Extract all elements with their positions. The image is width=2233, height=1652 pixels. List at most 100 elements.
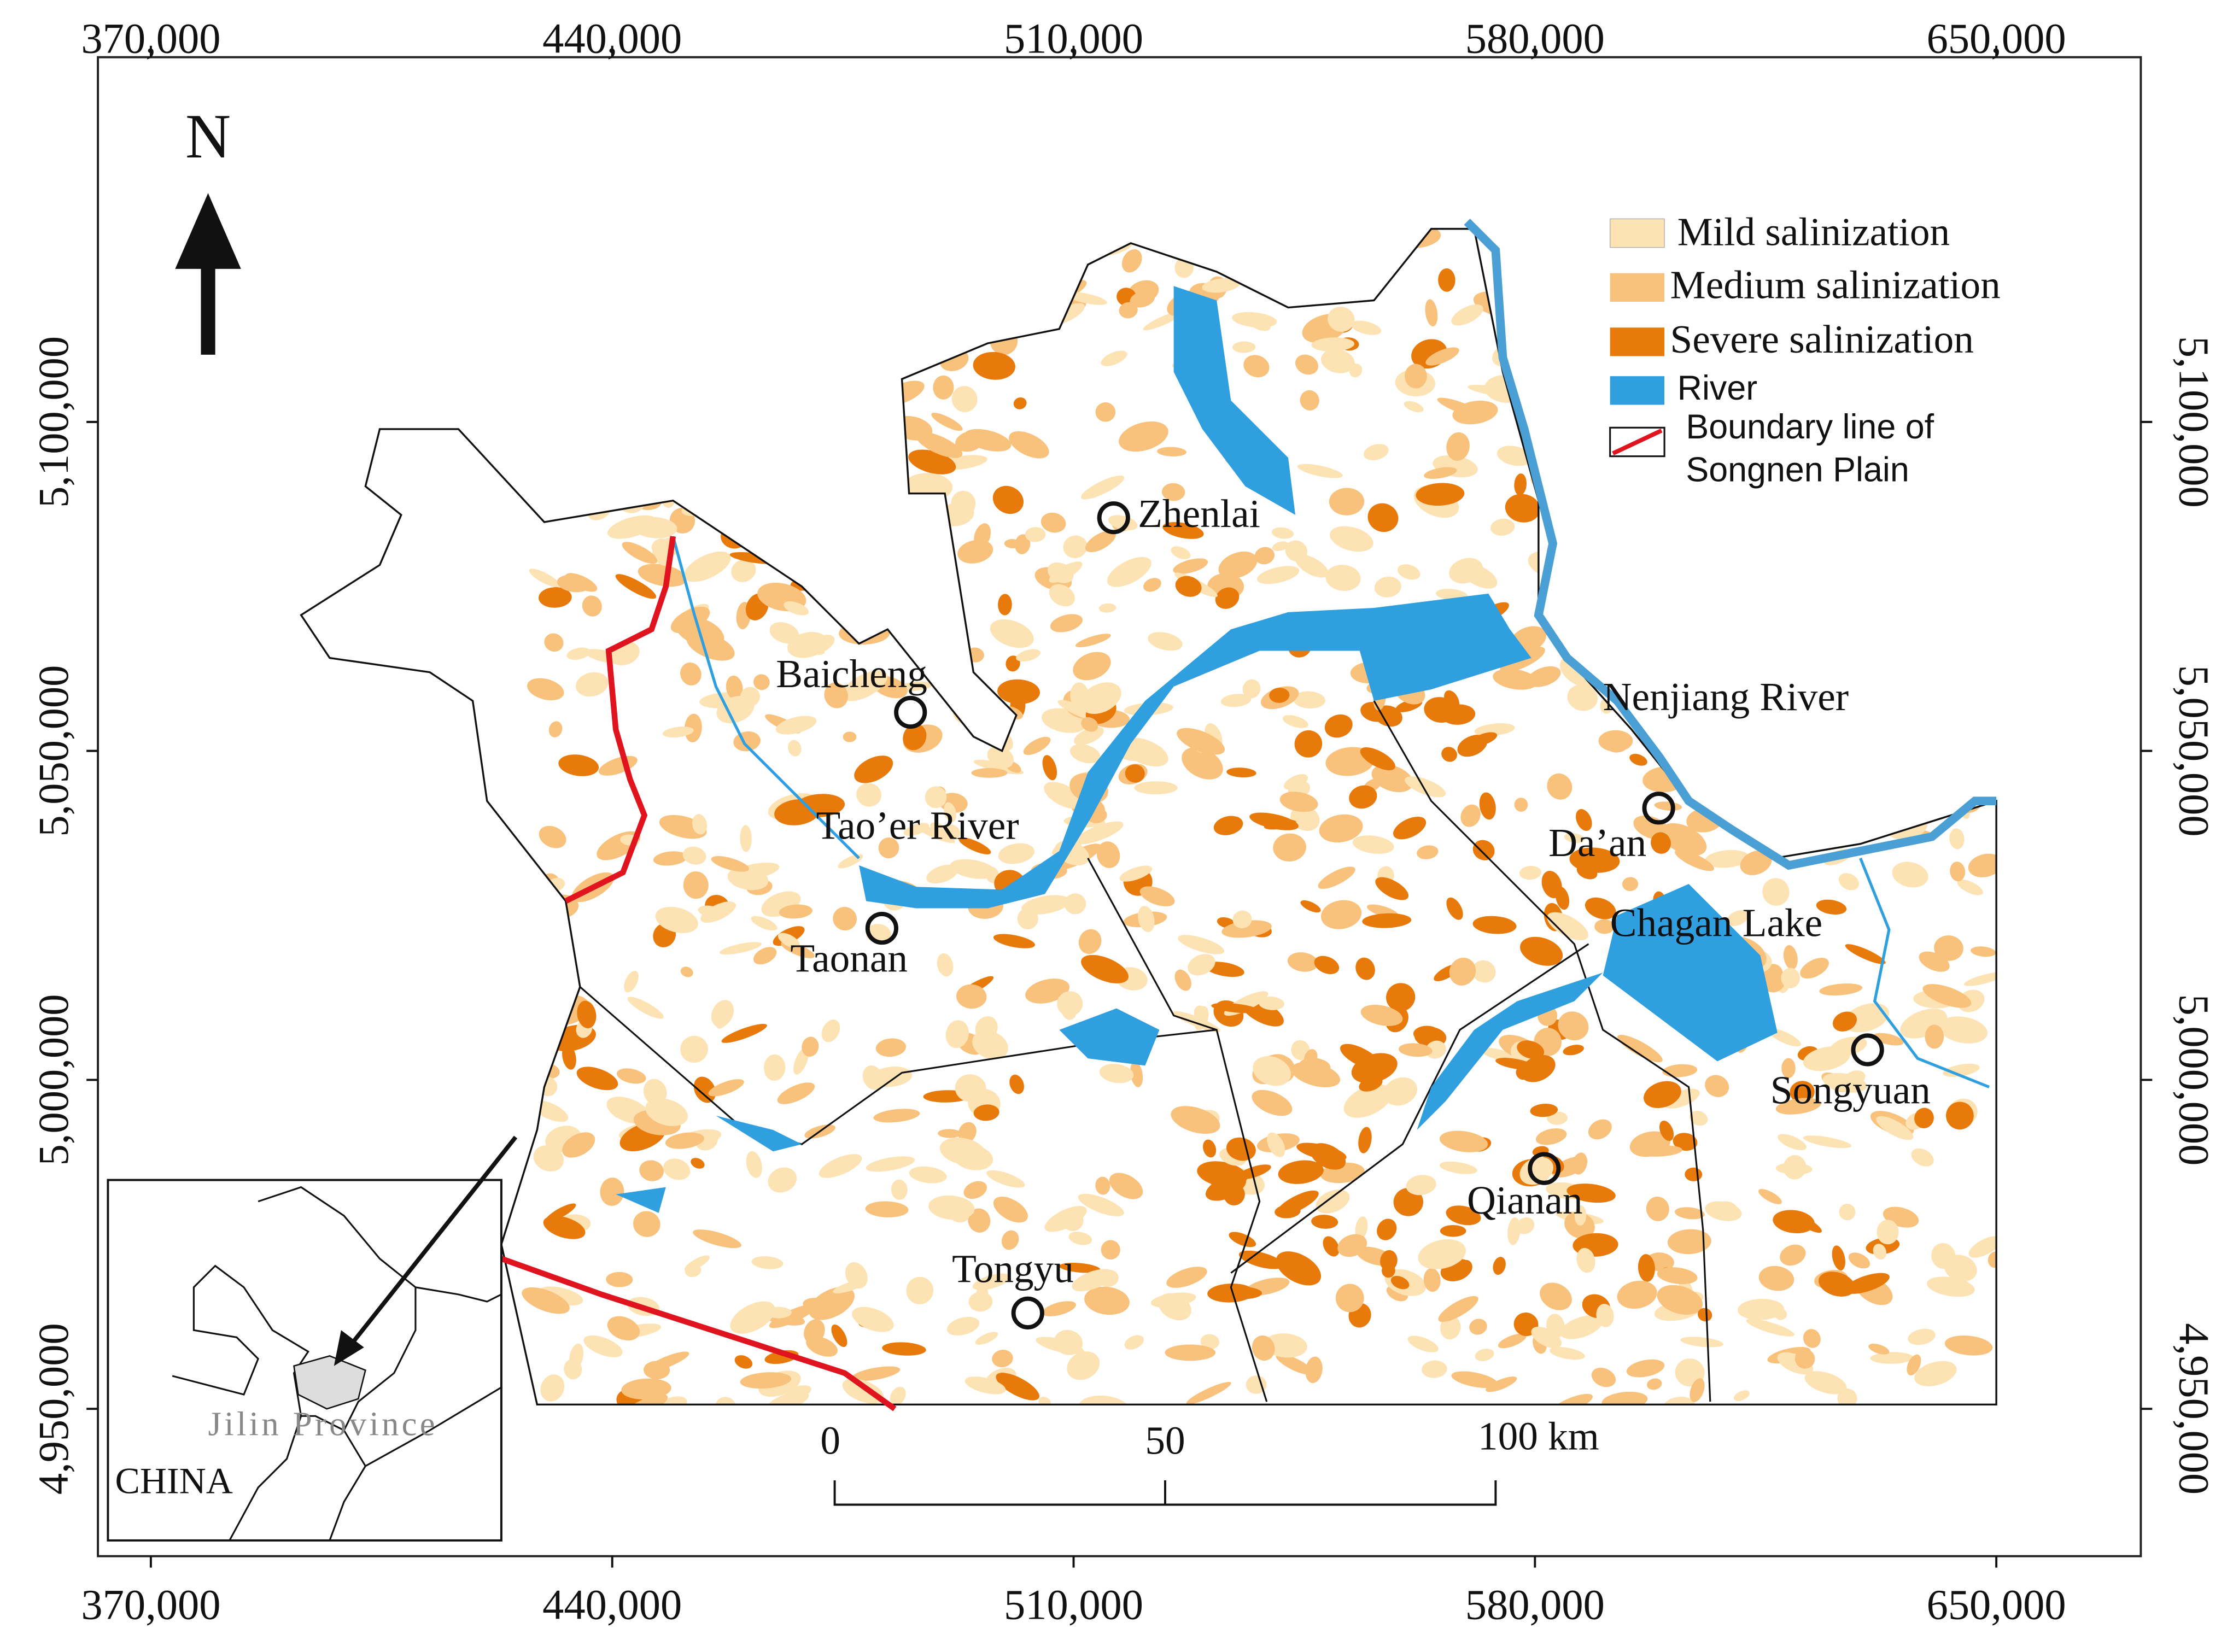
salinization-patch <box>624 1394 668 1405</box>
salinization-patch <box>1232 312 1277 328</box>
salinization-patch <box>1705 850 1750 868</box>
salinization-patch <box>1273 833 1306 862</box>
salinization-patch <box>1404 401 1424 413</box>
salinization-patch <box>1726 910 1749 927</box>
salinization-patch <box>691 1158 705 1169</box>
city-label: Da’an <box>1548 821 1646 865</box>
salinization-patch <box>1844 1273 1890 1294</box>
salinization-patch <box>1075 634 1111 648</box>
salinization-patch <box>1902 371 1920 390</box>
salinization-patch <box>1098 603 1116 613</box>
salinization-patch <box>1174 969 1191 991</box>
salinization-patch <box>1822 577 1872 596</box>
salinization-patch <box>998 843 1034 864</box>
y-tick-label: 4,950,000 <box>2170 1323 2218 1495</box>
salinization-patch <box>1377 1219 1397 1240</box>
salinization-patch <box>830 268 855 282</box>
salinization-patch <box>1816 899 1847 915</box>
salinization-patch <box>1446 897 1463 920</box>
salinization-patch <box>958 1122 977 1143</box>
salinization-patch <box>1130 1061 1143 1087</box>
salinization-patch <box>891 530 926 553</box>
salinization-patch <box>1276 1354 1313 1375</box>
salinization-patch <box>1763 974 1785 993</box>
salinization-patch <box>1537 456 1569 471</box>
river-line <box>671 536 1990 1088</box>
salinization-patch <box>1913 665 1958 700</box>
salinization-patch <box>1644 1081 1681 1109</box>
salinization-patch <box>1807 754 1854 776</box>
water-label: Nenjiang River <box>1603 675 1849 719</box>
salinization-patch <box>1458 1259 1472 1276</box>
salinization-patch <box>963 1181 987 1199</box>
salinization-patch <box>1968 1236 1997 1258</box>
salinization-patch <box>841 229 861 237</box>
salinization-patch <box>796 396 811 408</box>
salinization-patch <box>1417 845 1439 859</box>
salinization-patch <box>955 1074 986 1103</box>
salinization-patch <box>596 266 641 282</box>
salinization-patch <box>1205 962 1244 977</box>
salinization-patch <box>1851 629 1871 653</box>
salinization-patch <box>1399 1043 1433 1057</box>
salinization-patch <box>1475 1349 1494 1362</box>
salinization-patch <box>1547 912 1588 941</box>
salinization-patch <box>1944 1335 1993 1356</box>
salinization-patch <box>964 1376 1006 1395</box>
salinization-patch <box>740 825 752 852</box>
salinization-patch <box>1398 564 1421 580</box>
salinization-patch <box>1585 897 1616 919</box>
salinization-patch <box>1790 1212 1822 1233</box>
salinization-patch <box>1644 561 1674 590</box>
salinization-patch <box>854 755 893 783</box>
salinization-patch <box>1821 563 1855 575</box>
salinization-patch <box>1911 1148 1934 1167</box>
salinization-patch <box>1084 1286 1130 1315</box>
salinization-patch <box>1640 517 1676 545</box>
salinization-patch <box>946 1316 980 1336</box>
salinization-patch <box>1050 614 1083 632</box>
salinization-patch <box>1171 1106 1220 1134</box>
salinization-patch <box>644 1361 670 1380</box>
salinization-patch <box>1264 1333 1307 1358</box>
salinization-patch <box>1596 1303 1614 1327</box>
city-marker <box>865 911 898 945</box>
salinization-patch <box>1107 556 1151 587</box>
salinization-patch <box>715 1397 736 1405</box>
salinization-patch <box>1565 230 1590 249</box>
salinization-patch <box>751 1256 784 1269</box>
salinization-patch <box>577 1000 597 1029</box>
salinization-patch <box>1349 785 1377 809</box>
salinization-patch <box>1825 769 1846 796</box>
salinization-patch <box>1330 526 1373 552</box>
salinization-patch <box>1762 878 1790 906</box>
salinization-patch <box>1474 723 1515 736</box>
salinization-patch <box>1550 1347 1585 1360</box>
salinization-patch <box>1803 1135 1851 1149</box>
salinization-patch <box>992 1350 1013 1368</box>
salinization-patch <box>1297 464 1343 478</box>
salinization-patch <box>1413 1026 1440 1041</box>
salinization-patch <box>1558 1011 1589 1041</box>
salinization-patch <box>1038 1396 1051 1405</box>
x-tick-label: 440,000 <box>542 15 682 62</box>
scale-label: 0 <box>820 1418 840 1462</box>
salinization-patch <box>1314 268 1356 294</box>
salinization-patch <box>914 824 955 843</box>
river-area <box>616 286 1778 1213</box>
salinization-patch <box>1493 669 1538 690</box>
salinization-patch <box>925 786 947 809</box>
salinization-patch <box>617 1068 646 1084</box>
salinization-patch <box>679 276 710 291</box>
salinization-patch <box>698 905 724 918</box>
salinization-patch <box>862 262 881 289</box>
salinization-patch <box>693 1229 741 1249</box>
salinization-patch <box>1833 1011 1857 1032</box>
salinization-patch <box>1119 421 1168 452</box>
salinization-patch <box>1535 1128 1567 1145</box>
salinization-patch <box>1209 1166 1247 1193</box>
salinization-patch <box>543 1216 586 1239</box>
salinization-patch <box>891 1179 908 1200</box>
salinization-patches <box>522 229 1997 1405</box>
